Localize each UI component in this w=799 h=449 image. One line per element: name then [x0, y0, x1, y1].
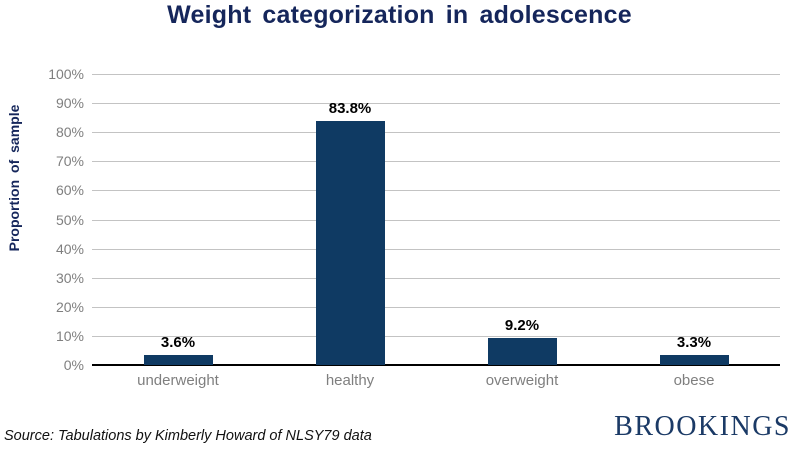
- gridline: [92, 307, 780, 308]
- y-tick-label: 70%: [55, 153, 84, 169]
- bar-obese: [660, 355, 729, 365]
- y-tick-label: 40%: [55, 241, 84, 257]
- y-tick-label: 100%: [48, 66, 84, 82]
- plot-area: 3.6% 83.8% 9.2% 3.3%: [92, 74, 780, 366]
- gridline: [92, 103, 780, 104]
- source-note: Source: Tabulations by Kimberly Howard o…: [4, 428, 372, 444]
- y-tick-label: 20%: [55, 299, 84, 315]
- y-tick-label: 0%: [63, 357, 84, 373]
- x-label-underweight: underweight: [137, 372, 219, 389]
- x-label-overweight: overweight: [485, 372, 559, 389]
- gridline: [92, 336, 780, 337]
- data-label-healthy: 83.8%: [328, 100, 372, 117]
- y-tick-label: 60%: [55, 182, 84, 198]
- gridline: [92, 74, 780, 75]
- gridline: [92, 161, 780, 162]
- x-label-obese: obese: [673, 372, 715, 389]
- gridline: [92, 278, 780, 279]
- bar-healthy: [316, 121, 385, 365]
- bar-underweight: [144, 355, 213, 365]
- x-axis-line: [92, 364, 780, 366]
- y-tick-label: 10%: [55, 328, 84, 344]
- gridline: [92, 220, 780, 221]
- y-tick-label: 90%: [55, 95, 84, 111]
- chart-title: Weight categorization in adolescence: [167, 1, 632, 29]
- x-label-healthy: healthy: [325, 372, 375, 389]
- y-tick-label: 30%: [55, 270, 84, 286]
- brookings-logo: BROOKINGS: [614, 411, 791, 442]
- data-label-underweight: 3.6%: [160, 334, 196, 351]
- gridline: [92, 132, 780, 133]
- gridline: [92, 190, 780, 191]
- y-tick-label: 50%: [55, 212, 84, 228]
- bar-overweight: [488, 338, 557, 365]
- data-label-obese: 3.3%: [676, 334, 712, 351]
- gridline: [92, 249, 780, 250]
- y-axis-tick-labels: 0% 10% 20% 30% 40% 50% 60% 70% 80% 90% 100%: [0, 66, 84, 373]
- y-tick-label: 80%: [55, 124, 84, 140]
- data-label-overweight: 9.2%: [504, 317, 540, 334]
- x-axis-labels: underweight healthy overweight obese: [92, 372, 780, 394]
